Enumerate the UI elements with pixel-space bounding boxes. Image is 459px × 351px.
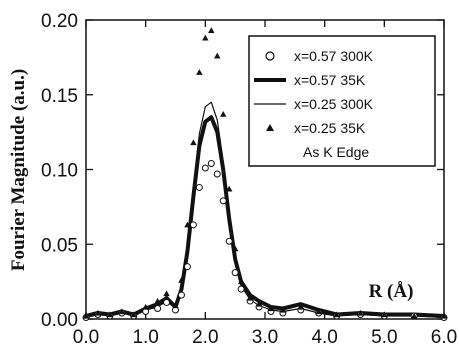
- data-point: [237, 278, 245, 285]
- x-tick-label: 0.0: [73, 327, 99, 348]
- data-point: [410, 312, 418, 319]
- data-point: [190, 139, 197, 146]
- data-point: [184, 221, 191, 228]
- data-point: [154, 305, 162, 313]
- data-point: [130, 311, 137, 318]
- legend-label: x=0.57 35K: [294, 72, 366, 88]
- legend-label: x=0.25 35K: [294, 120, 366, 136]
- data-point: [177, 291, 185, 299]
- data-point: [142, 303, 149, 310]
- data-point: [237, 285, 245, 293]
- x-tick-label: 4.0: [311, 327, 337, 348]
- legend-annotation: As K Edge: [303, 144, 369, 160]
- x-axis-title: R (Å): [369, 281, 414, 302]
- data-point: [246, 294, 254, 301]
- data-point: [82, 312, 90, 319]
- plot-area: 0.00 0.05 0.10 0.15 0.20 0.0 1.0 2.0 3.0 4.0 5.0 6…: [41, 11, 457, 348]
- data-point: [220, 110, 227, 117]
- data-point: [183, 263, 191, 271]
- legend-circle-swatch: [265, 51, 275, 61]
- data-point: [297, 303, 304, 310]
- series-layer: [82, 27, 448, 322]
- data-point: [381, 311, 388, 318]
- x-axis: 0.0 1.0 2.0 3.0 4.0 5.0 6.0: [73, 20, 457, 348]
- legend-items: x=0.57 300K x=0.57 35K x=0.25 300K x=0.25 3…: [254, 48, 374, 136]
- y-tick-label: 0.20: [41, 11, 78, 32]
- data-point: [255, 300, 263, 307]
- x-tick-label: 3.0: [252, 327, 278, 348]
- data-point: [315, 308, 322, 315]
- data-point: [279, 306, 287, 313]
- legend: x=0.57 300K x=0.57 35K x=0.25 300K x=0.25 3…: [248, 35, 436, 167]
- data-point: [163, 299, 171, 307]
- data-point: [118, 308, 125, 315]
- legend-label: x=0.25 300K: [294, 96, 374, 112]
- data-point: [94, 309, 102, 316]
- series-3: [82, 27, 448, 319]
- legend-label: x=0.57 300K: [294, 48, 374, 64]
- data-point: [440, 312, 448, 319]
- data-point: [154, 297, 161, 304]
- data-point: [201, 164, 209, 172]
- data-point: [267, 305, 275, 312]
- x-tick-label: 6.0: [431, 327, 457, 348]
- data-point: [226, 185, 233, 192]
- y-axis-title: Fourier Magnitude (a.u.): [8, 69, 29, 271]
- data-point: [202, 34, 209, 41]
- x-tick-label: 1.0: [132, 327, 158, 348]
- data-point: [163, 290, 170, 297]
- data-point: [357, 309, 364, 316]
- data-point: [208, 27, 215, 34]
- legend-box: [248, 35, 436, 167]
- y-tick-label: 0.00: [41, 310, 78, 331]
- x-tick-label: 5.0: [371, 327, 397, 348]
- data-point: [333, 311, 340, 318]
- y-tick-label: 0.05: [41, 235, 78, 256]
- data-point: [196, 69, 203, 75]
- data-point: [189, 221, 197, 229]
- x-tick-label: 2.0: [192, 327, 218, 348]
- data-point: [231, 269, 239, 277]
- data-point: [207, 160, 215, 168]
- legend-triangle-swatch: [266, 124, 274, 131]
- y-tick-label: 0.10: [41, 161, 78, 182]
- data-point: [213, 170, 221, 178]
- data-point: [231, 245, 239, 252]
- data-point: [172, 302, 179, 309]
- y-axis: 0.00 0.05 0.10 0.15 0.20: [41, 11, 444, 331]
- data-point: [195, 183, 203, 191]
- data-point: [106, 311, 114, 318]
- data-point: [214, 52, 221, 59]
- data-point: [178, 276, 185, 283]
- data-point: [225, 237, 233, 245]
- data-point: [219, 197, 227, 205]
- y-tick-label: 0.15: [41, 86, 78, 107]
